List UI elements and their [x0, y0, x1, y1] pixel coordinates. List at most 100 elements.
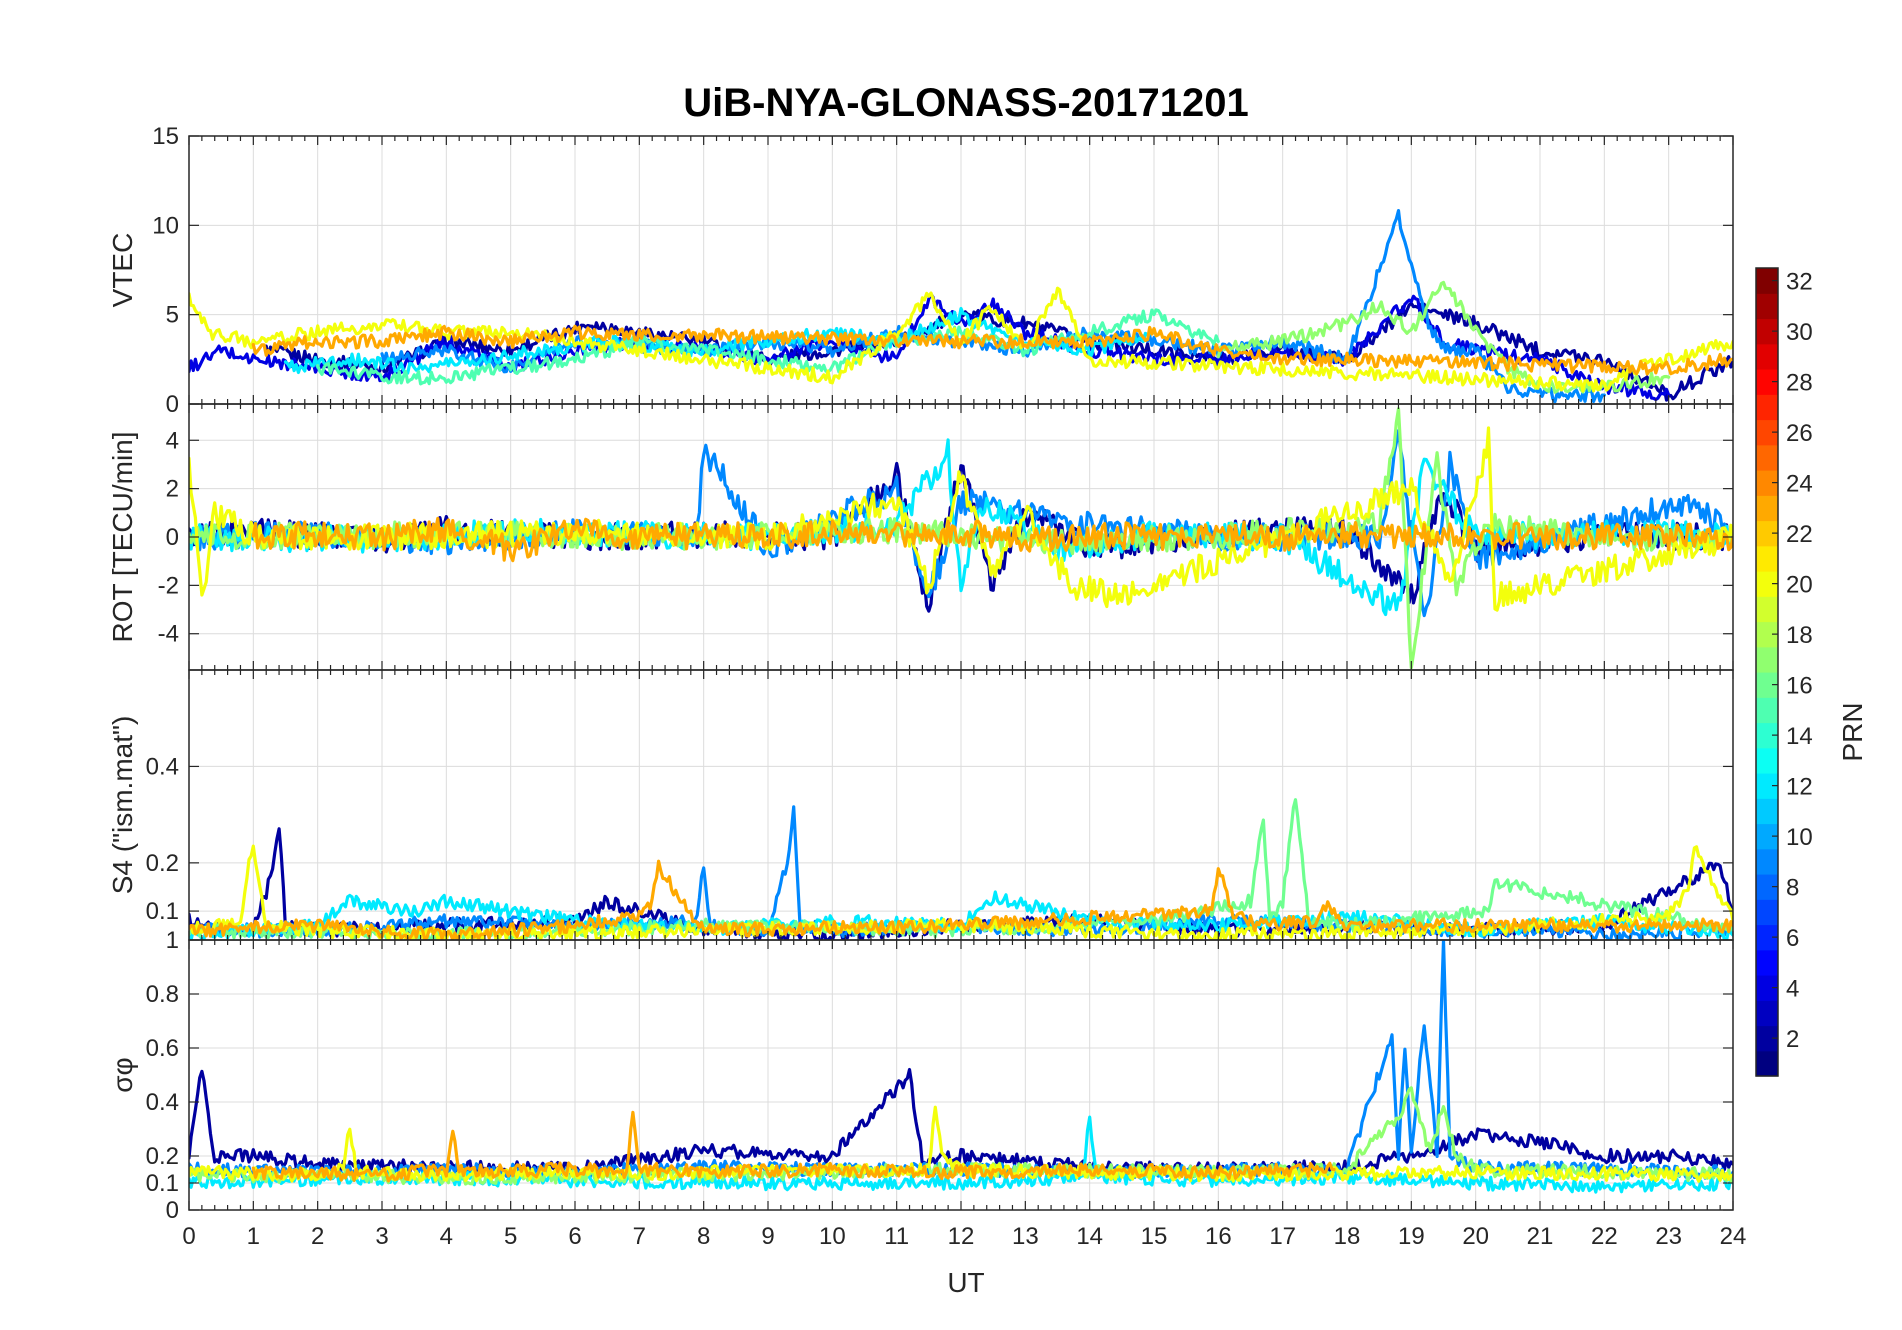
x-tick-label: 15	[1141, 1223, 1168, 1250]
y-axis-label: S4 ("ism.mat")	[107, 716, 138, 895]
y-tick-label: -2	[158, 572, 179, 599]
colorbar-swatch	[1756, 697, 1778, 724]
colorbar-swatch	[1756, 722, 1778, 749]
colorbar-swatch	[1756, 419, 1778, 446]
x-tick-label: 16	[1205, 1223, 1232, 1250]
series-line-prn-2	[264, 301, 1733, 402]
series-line-prn-23	[251, 1110, 1336, 1183]
x-tick-label: 4	[440, 1223, 453, 1250]
panel-ticks	[188, 135, 1734, 405]
y-axis-label: σφ	[107, 1057, 138, 1092]
x-tick-label: 3	[375, 1223, 388, 1250]
colorbar-tick-label: 28	[1786, 370, 1813, 397]
x-tick-label: 10	[819, 1223, 846, 1250]
series-line-prn-23	[251, 324, 1733, 376]
colorbar-swatch	[1756, 773, 1778, 799]
colorbar-tick-label: 22	[1786, 521, 1813, 548]
x-tick-label: 8	[697, 1223, 710, 1250]
colorbar-swatch	[1756, 293, 1778, 320]
y-axis-label: ROT [TECU/min]	[107, 431, 138, 642]
x-tick-label: 11	[884, 1223, 909, 1250]
series-group	[189, 940, 1733, 1194]
x-tick-labels: 0 1 2 3 4 5 6 7 8 9 10 11 12 13 14 15 16 17 18 19 20 21 22 23 24	[182, 1223, 1746, 1250]
y-tick-label: 0.2	[146, 1143, 179, 1170]
chart-title: UiB-NYA-GLONASS-20171201	[683, 81, 1248, 125]
x-tick-label: 6	[568, 1223, 581, 1250]
colorbar-swatch	[1756, 343, 1778, 370]
y-tick-label: 0.2	[146, 850, 179, 877]
x-tick-label: 21	[1527, 1223, 1554, 1250]
colorbar-tick-label: 32	[1786, 269, 1813, 296]
colorbar-swatch	[1756, 672, 1778, 698]
x-tick-label: 13	[1012, 1223, 1039, 1250]
x-tick-label: 14	[1076, 1223, 1103, 1250]
y-tick-label: 2	[166, 476, 179, 503]
colorbar-tick-label: 26	[1786, 420, 1813, 447]
colorbar-swatch	[1756, 1050, 1778, 1077]
y-tick-label: 0	[166, 524, 179, 551]
colorbar-swatch	[1756, 975, 1778, 1001]
x-tick-label: 18	[1334, 1223, 1361, 1250]
panel-2: -4 -2 0 2 4 ROT [TECU/min]	[107, 403, 1734, 671]
colorbar-tick-label: 6	[1786, 925, 1799, 952]
y-tick-label: 1	[166, 927, 179, 954]
y-tick-label: 15	[152, 123, 179, 150]
panel-grid	[188, 670, 1734, 940]
colorbar-swatch	[1756, 924, 1778, 951]
x-tick-label: 1	[247, 1223, 260, 1250]
y-tick-label: 0	[166, 391, 179, 418]
x-tick-label: 9	[761, 1223, 774, 1250]
colorbar-tick-label: 12	[1786, 774, 1813, 801]
colorbar-swatch	[1756, 394, 1778, 421]
colorbar-swatch	[1756, 571, 1778, 597]
panel-1: 0 5 10 15 VTEC	[107, 123, 1734, 418]
colorbar-swatch	[1756, 268, 1778, 294]
colorbar-swatch	[1756, 798, 1778, 825]
series-group	[189, 407, 1733, 670]
colorbar-swatch	[1756, 874, 1778, 900]
x-tick-label: 17	[1269, 1223, 1296, 1250]
y-tick-label: 0.6	[146, 1035, 179, 1062]
x-tick-label: 7	[633, 1223, 646, 1250]
colorbar-tick-label: 18	[1786, 622, 1813, 649]
x-axis-label: UT	[947, 1267, 984, 1298]
panel-3: 0.1 0.2 0.4 S4 ("ism.mat")	[107, 669, 1734, 941]
colorbar-swatch	[1756, 949, 1778, 976]
colorbar-swatch	[1756, 1025, 1778, 1052]
panel-ticks	[188, 404, 1734, 670]
colorbar-swatch	[1756, 747, 1778, 774]
colorbar-tick-label: 8	[1786, 875, 1799, 902]
y-tick-label: 0.4	[146, 1089, 179, 1116]
colorbar-swatch	[1756, 646, 1778, 673]
panel-ticks	[188, 670, 1734, 940]
y-tick-label: 5	[166, 302, 179, 329]
colorbar-swatch	[1756, 596, 1778, 623]
x-tick-label: 12	[948, 1223, 975, 1250]
colorbar-tick-label: 30	[1786, 319, 1813, 346]
colorbar-frame	[1755, 267, 1779, 1077]
colorbar-tick-label: 20	[1786, 572, 1813, 599]
colorbar-tick-label: 2	[1786, 1026, 1799, 1053]
colorbar-swatch	[1756, 545, 1778, 572]
y-tick-label: 0.1	[146, 1170, 179, 1197]
colorbar-swatch	[1756, 444, 1778, 471]
colorbar-swatch	[1756, 495, 1778, 522]
series-line-prn-23	[251, 516, 1733, 563]
colorbar-swatch	[1756, 899, 1778, 926]
x-tick-label: 19	[1398, 1223, 1425, 1250]
colorbar-swatch	[1756, 621, 1778, 648]
series-line-prn-20	[189, 1105, 1733, 1183]
y-tick-label: 0	[166, 1197, 179, 1224]
y-axis-label: VTEC	[107, 233, 138, 308]
series-group	[189, 209, 1733, 404]
x-tick-label: 22	[1591, 1223, 1618, 1250]
colorbar-label: PRN	[1837, 702, 1868, 761]
colorbar-swatch	[1756, 848, 1778, 875]
colorbar-tick-label: 16	[1786, 673, 1813, 700]
panel-4: 00.10.2 0.4 0.6 0.8 1 σφ	[107, 927, 1734, 1224]
colorbar-swatch	[1756, 823, 1778, 850]
y-tick-label: 0.1	[146, 898, 179, 925]
series-line-prn-2	[189, 461, 1733, 613]
